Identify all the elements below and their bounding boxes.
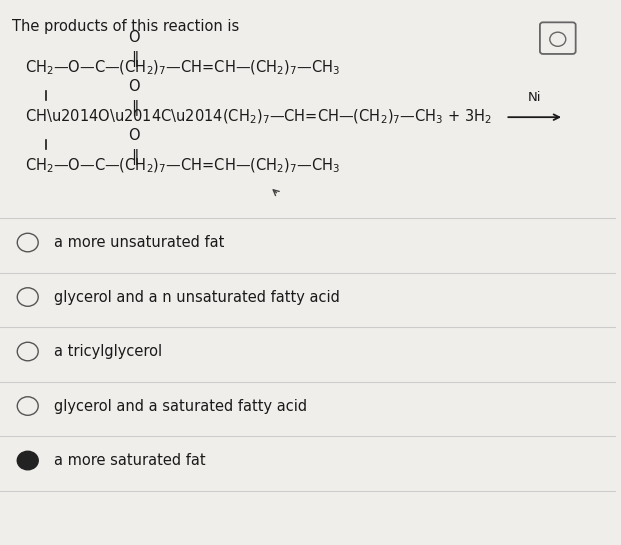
Text: a more saturated fat: a more saturated fat: [54, 453, 206, 468]
Text: glycerol and a n unsaturated fatty acid: glycerol and a n unsaturated fatty acid: [54, 289, 340, 305]
Text: a tricylglycerol: a tricylglycerol: [54, 344, 162, 359]
Text: CH\u2014O\u2014C\u2014$\mathregular{(CH_2)_7}$—CH=CH—$\mathregular{(CH_2)_7}$—$\: CH\u2014O\u2014C\u2014$\mathregular{(CH_…: [25, 108, 491, 126]
Text: a more unsaturated fat: a more unsaturated fat: [54, 235, 225, 250]
Text: Ni: Ni: [528, 91, 542, 104]
Text: ‖: ‖: [130, 100, 138, 116]
Text: ‖: ‖: [130, 149, 138, 165]
Text: O: O: [129, 29, 140, 45]
Text: $\mathregular{CH_2}$—O—C—$\mathregular{(CH_2)_7}$—CH=CH—$\mathregular{(CH_2)_7}$: $\mathregular{CH_2}$—O—C—$\mathregular{(…: [25, 157, 340, 175]
Text: The products of this reaction is: The products of this reaction is: [12, 19, 240, 34]
Text: $\mathregular{CH_2}$—O—C—$\mathregular{(CH_2)_7}$—CH=CH—$\mathregular{(CH_2)_7}$: $\mathregular{CH_2}$—O—C—$\mathregular{(…: [25, 59, 340, 77]
Text: glycerol and a saturated fatty acid: glycerol and a saturated fatty acid: [54, 398, 307, 414]
Text: O: O: [129, 128, 140, 143]
Text: O: O: [129, 78, 140, 94]
Circle shape: [17, 451, 39, 470]
Text: ‖: ‖: [130, 51, 138, 67]
